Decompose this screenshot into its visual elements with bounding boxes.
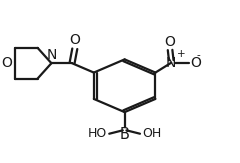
Text: HO: HO	[88, 127, 108, 140]
Text: O: O	[165, 35, 175, 49]
Text: OH: OH	[142, 127, 161, 140]
Text: +: +	[177, 49, 186, 59]
Text: -: -	[197, 50, 200, 60]
Text: O: O	[190, 56, 201, 70]
Text: N: N	[46, 48, 57, 62]
Text: B: B	[120, 127, 130, 142]
Text: O: O	[69, 33, 80, 47]
Text: N: N	[166, 56, 176, 70]
Text: O: O	[1, 56, 12, 70]
